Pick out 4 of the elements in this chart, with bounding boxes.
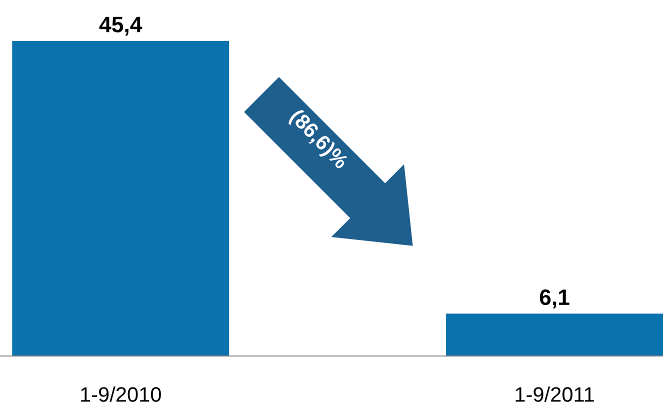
data-label: 6,1 (540, 289, 570, 308)
data-label: 45,4 (99, 16, 142, 36)
x-tick-label: 1-9/2011 (516, 386, 594, 402)
x-tick-label: 1-9/2010 (81, 386, 161, 402)
